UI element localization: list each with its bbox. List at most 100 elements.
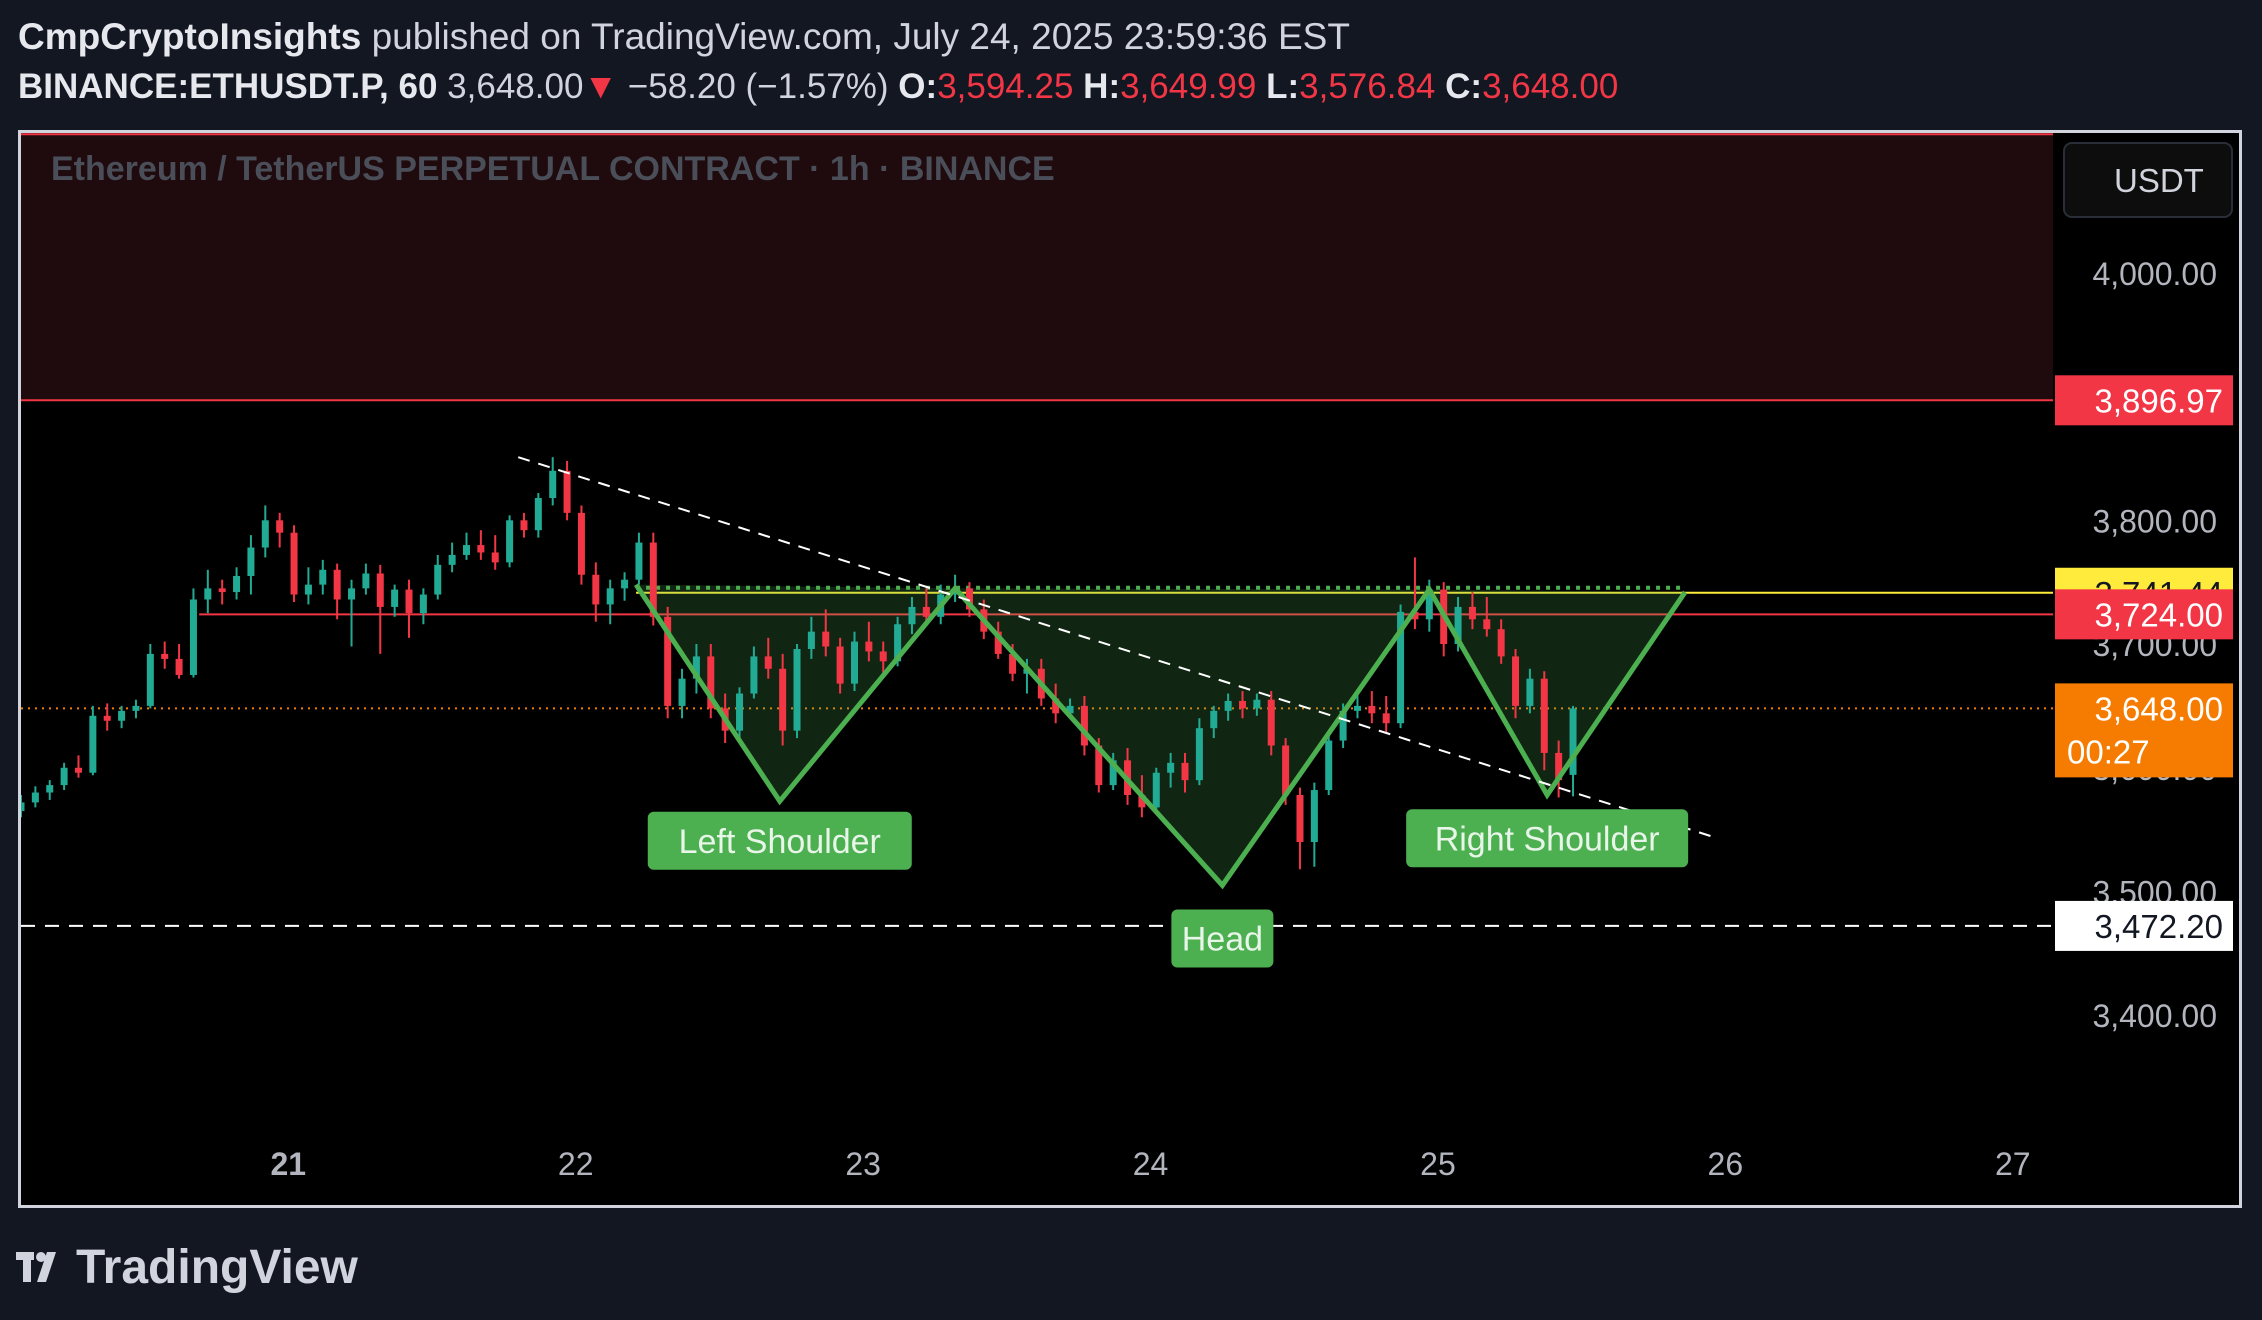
candle-body (1540, 678, 1548, 753)
candle (707, 644, 715, 719)
candle-body (1066, 705, 1074, 714)
candle (534, 493, 542, 538)
candle-body (1411, 611, 1419, 620)
candle-body (21, 802, 25, 812)
candle-body (621, 579, 629, 589)
candle-body (520, 520, 528, 531)
pattern-label-bg (1406, 809, 1689, 868)
candle (161, 641, 169, 669)
tradingview-brand: TradingView (76, 1240, 358, 1294)
candle-body (118, 710, 126, 721)
candle-body (477, 545, 485, 553)
candle (635, 532, 643, 585)
candle (89, 705, 97, 776)
price-badge-label: 3,472.20 (2095, 908, 2223, 945)
candle-body (764, 656, 772, 669)
candle-body (1555, 752, 1563, 781)
x-tick-label: 25 (1420, 1146, 1456, 1182)
candle-body (161, 653, 169, 659)
price-badge: 3,896.97 (2055, 375, 2233, 426)
candle (664, 606, 672, 719)
candle-body (678, 678, 686, 706)
candle (1310, 782, 1318, 867)
candle-body (1080, 705, 1088, 746)
currency-button[interactable]: USDT (2063, 142, 2233, 218)
candle-body (1052, 698, 1060, 714)
candle (1195, 718, 1203, 786)
candle-body (1368, 705, 1376, 714)
candle (736, 687, 744, 741)
candle (1497, 619, 1505, 664)
countdown-label: 00:27 (2067, 733, 2150, 770)
price-badge-bg (2055, 589, 2233, 640)
x-tick-label: 23 (845, 1146, 881, 1182)
candle-body (822, 631, 830, 647)
x-tick-label: 22 (558, 1146, 594, 1182)
candle-body (549, 470, 557, 499)
candle (1483, 597, 1491, 637)
candle (793, 644, 801, 739)
candle-body (405, 589, 413, 614)
pattern-label-bg (647, 811, 912, 870)
candle (1512, 648, 1520, 719)
candle (376, 564, 384, 654)
candle (750, 646, 758, 699)
candle-body (534, 498, 542, 531)
pattern-label-bg (1171, 909, 1274, 968)
candle (233, 567, 241, 600)
candle (1253, 693, 1261, 716)
price-chart[interactable]: Left Shoulder Head Right Shoulder Ethereum… (21, 133, 2239, 1205)
candle (477, 530, 485, 560)
candle-body (1310, 790, 1318, 843)
candle-body (304, 584, 312, 595)
candle (1181, 752, 1189, 793)
candle-body (606, 588, 614, 605)
candle-body (1009, 653, 1017, 674)
high-label: H: (1083, 67, 1121, 106)
candle-body (736, 693, 744, 731)
candle-body (865, 641, 873, 652)
symbol-name[interactable]: BINANCE:ETHUSDT.P, 60 (18, 67, 438, 106)
candle (319, 559, 327, 595)
candle (1526, 668, 1534, 714)
pattern-label: Head (1171, 909, 1274, 968)
y-tick-label: 3,400.00 (2092, 998, 2217, 1034)
candle (621, 572, 629, 601)
candle-body (908, 606, 916, 625)
candle-body (836, 646, 844, 684)
pattern-label-text: Left Shoulder (679, 823, 881, 861)
candle (491, 535, 499, 570)
candle-body (1468, 606, 1476, 620)
candle (218, 579, 226, 605)
candle-body (448, 554, 456, 565)
candle-body (1210, 710, 1218, 729)
candle (1080, 696, 1088, 756)
candle-body (1282, 745, 1290, 795)
chart-frame[interactable]: Left Shoulder Head Right Shoulder Ethereum… (18, 130, 2242, 1208)
author-name[interactable]: CmpCryptoInsights (18, 16, 362, 57)
candle-body (692, 656, 700, 679)
chart-title: Ethereum / TetherUS PERPETUAL CONTRACT ·… (51, 150, 1055, 188)
candle-body (462, 545, 470, 555)
candle-body (1397, 611, 1405, 724)
candle (865, 621, 873, 662)
candle (922, 588, 930, 622)
candle-body (1095, 745, 1103, 786)
open-label: O: (898, 67, 938, 106)
candle (908, 597, 916, 635)
candle (146, 644, 154, 709)
candle (405, 579, 413, 638)
price-badge-label: 3,724.00 (2095, 596, 2223, 633)
candle (807, 616, 815, 659)
candle-body (1325, 740, 1333, 791)
candle-body (1353, 705, 1361, 711)
candle-body (376, 573, 384, 607)
candle-body (1224, 700, 1232, 711)
candle-body (175, 658, 183, 675)
candle (391, 584, 399, 617)
candle-body (779, 668, 787, 731)
candle-body (348, 588, 356, 600)
candle (1540, 671, 1548, 771)
candle (1569, 705, 1577, 797)
symbol-info: BINANCE:ETHUSDT.P, 60 3,648.00▼ −58.20 (… (18, 64, 2238, 110)
